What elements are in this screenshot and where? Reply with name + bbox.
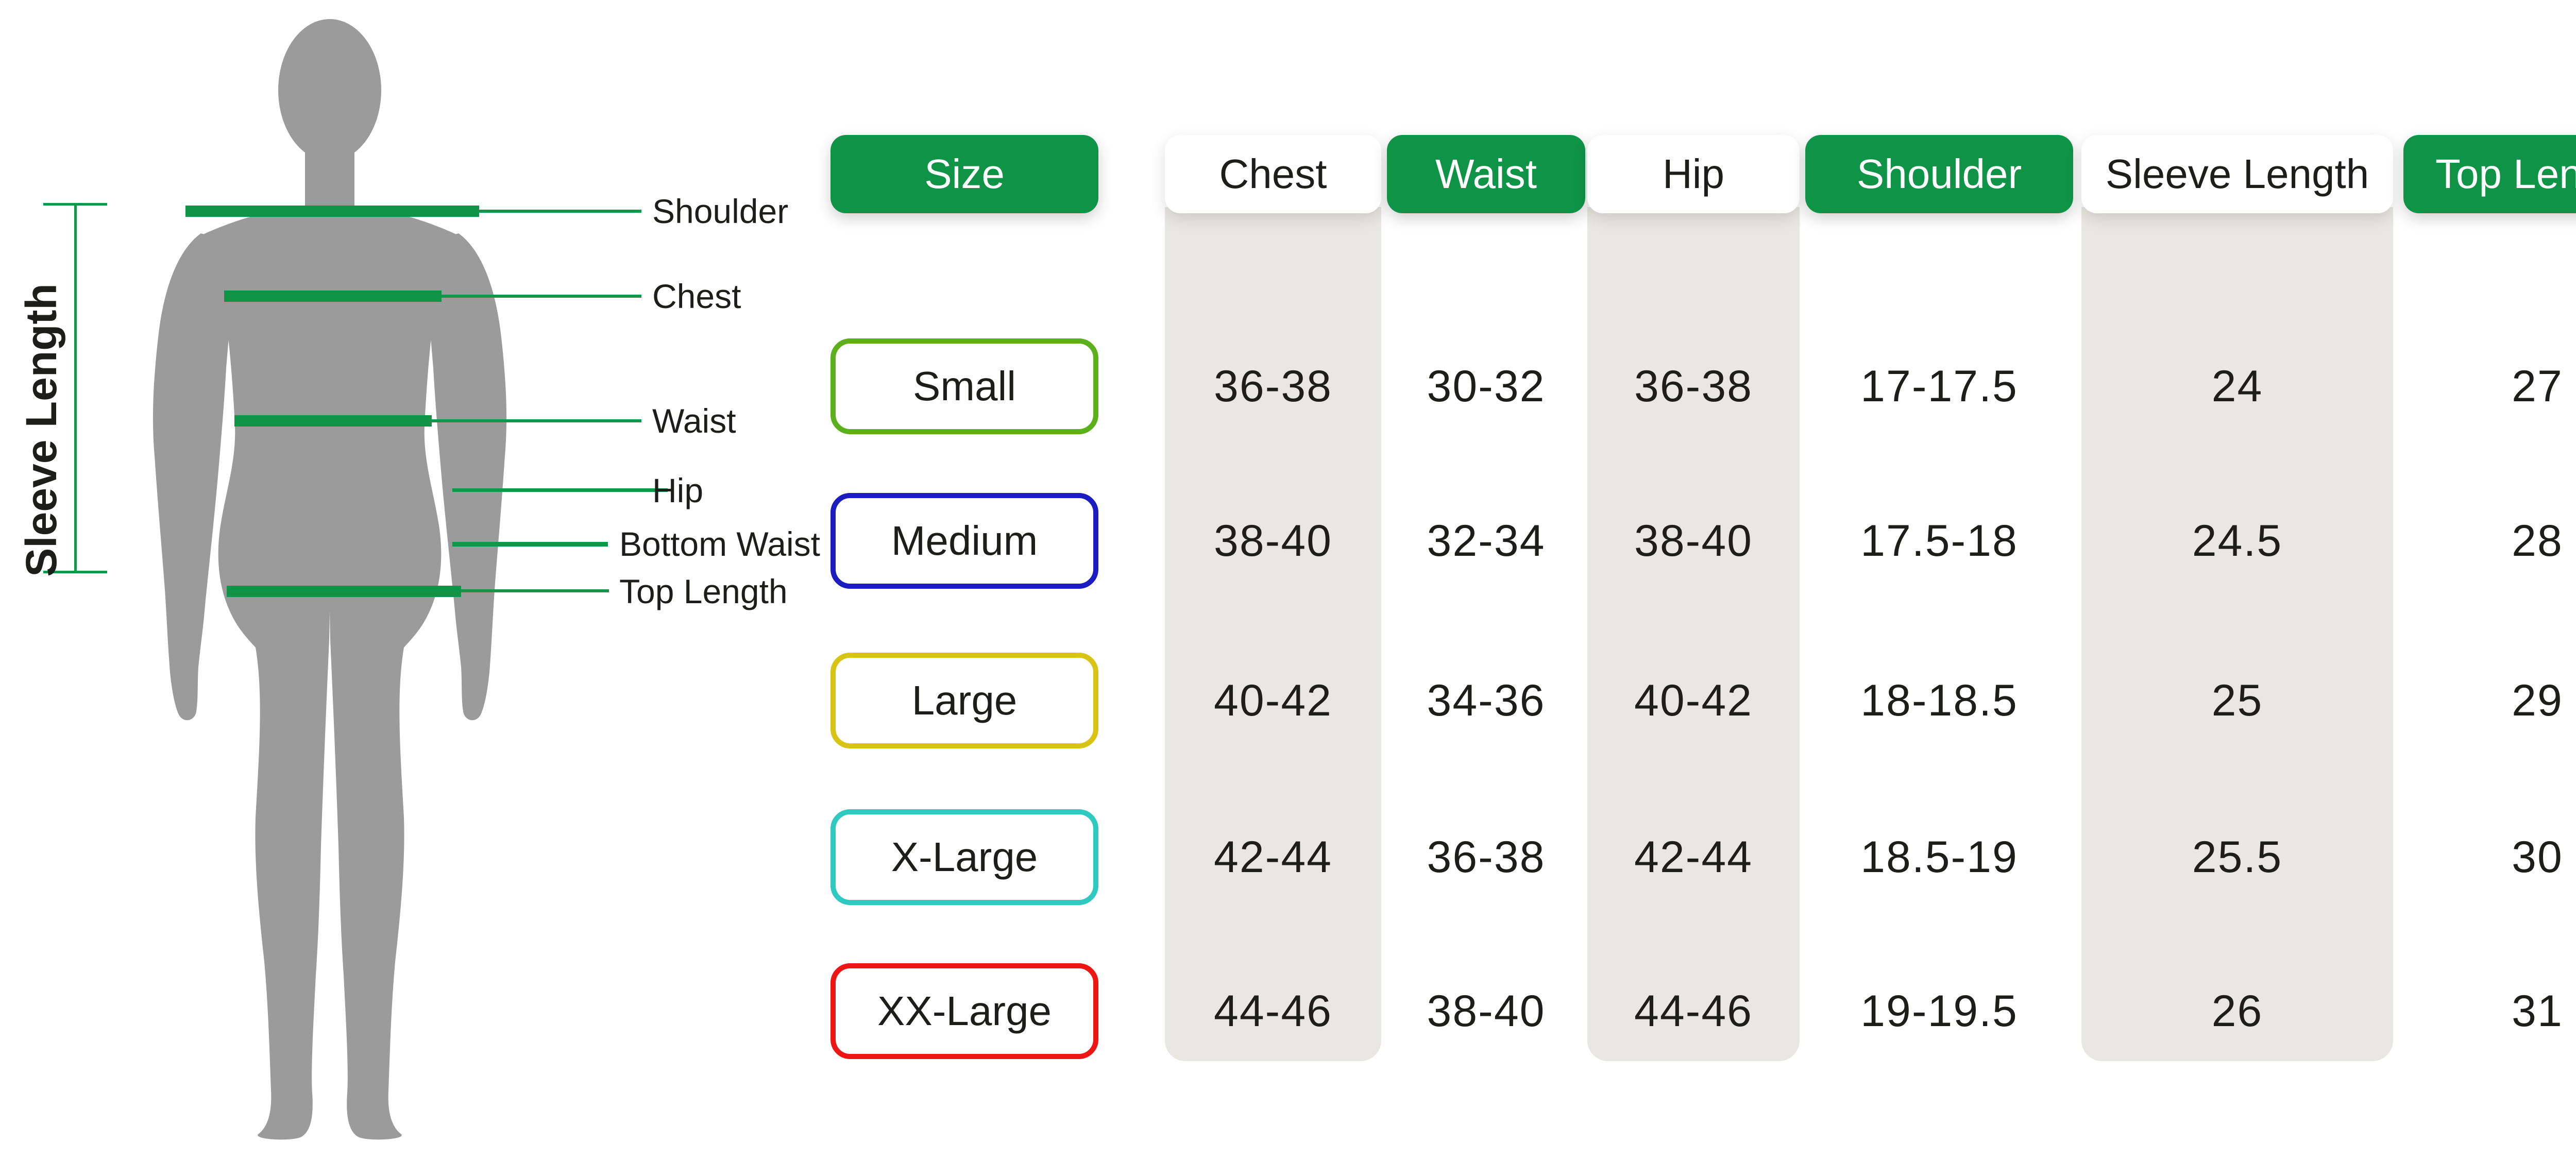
- cell-top-length-small: 27: [2512, 361, 2563, 411]
- chest-pointer-line: [442, 295, 641, 298]
- cell-hip-xx-large: 44-46: [1634, 986, 1753, 1036]
- sleeve-length-top-tick: [43, 203, 107, 206]
- chest-measure-band: [224, 291, 442, 302]
- cell-sleeve-xx-large: 26: [2211, 986, 2263, 1036]
- shoulder-pointer-line: [479, 210, 641, 213]
- cell-waist-large: 34-36: [1427, 675, 1546, 725]
- waist-pointer-line: [432, 419, 641, 422]
- sleeve-length-column-background: [2081, 207, 2393, 1061]
- header-waist: Waist: [1387, 135, 1585, 213]
- sleeve-length-label: Sleeve Length: [16, 283, 65, 577]
- size-button-xx-large[interactable]: XX-Large: [831, 963, 1098, 1059]
- cell-waist-small: 30-32: [1427, 361, 1546, 411]
- cell-top-length-medium: 28: [2512, 516, 2563, 566]
- header-hip: Hip: [1587, 135, 1800, 213]
- sleeve-length-bottom-tick: [43, 571, 107, 573]
- header-top-length: Top Length: [2403, 135, 2576, 213]
- sleeve-length-vertical-line: [74, 204, 77, 572]
- top-length-pointer-line: [461, 589, 609, 592]
- header-sleeve-length: Sleeve Length: [2081, 135, 2393, 213]
- cell-shoulder-large: 18-18.5: [1860, 675, 2018, 725]
- size-button-medium[interactable]: Medium: [831, 493, 1098, 589]
- shoulder-measure-band: [185, 206, 479, 217]
- top-length-measure-band: [227, 586, 461, 597]
- shoulder-label: Shoulder: [652, 192, 789, 230]
- header-size: Size: [831, 135, 1098, 213]
- cell-hip-x-large: 42-44: [1634, 832, 1753, 882]
- human-body-silhouette-icon: [152, 19, 507, 1140]
- header-chest: Chest: [1165, 135, 1381, 213]
- cell-shoulder-small: 17-17.5: [1860, 361, 2018, 411]
- cell-sleeve-small: 24: [2211, 361, 2263, 411]
- cell-shoulder-medium: 17.5-18: [1860, 516, 2018, 566]
- top-length-label: Top Length: [619, 572, 788, 610]
- cell-sleeve-medium: 24.5: [2192, 516, 2283, 566]
- hip-column-background: [1587, 207, 1800, 1061]
- cell-waist-medium: 32-34: [1427, 516, 1546, 566]
- cell-hip-small: 36-38: [1634, 361, 1753, 411]
- cell-chest-xx-large: 44-46: [1214, 986, 1332, 1036]
- hip-pointer-line: [452, 488, 668, 492]
- cell-top-length-large: 29: [2512, 675, 2563, 725]
- cell-waist-x-large: 36-38: [1427, 832, 1546, 882]
- cell-chest-small: 36-38: [1214, 361, 1332, 411]
- cell-sleeve-large: 25: [2211, 675, 2263, 725]
- cell-shoulder-xx-large: 19-19.5: [1860, 986, 2018, 1036]
- size-button-large[interactable]: Large: [831, 653, 1098, 748]
- cell-sleeve-x-large: 25.5: [2192, 832, 2283, 882]
- cell-chest-large: 40-42: [1214, 675, 1332, 725]
- cell-chest-medium: 38-40: [1214, 516, 1332, 566]
- size-button-x-large[interactable]: X-Large: [831, 809, 1098, 905]
- body-measurement-diagram: Sleeve Length Shoulder Chest Waist Hip B…: [0, 0, 832, 1159]
- cell-waist-xx-large: 38-40: [1427, 986, 1546, 1036]
- bottom-waist-label: Bottom Waist: [619, 525, 820, 563]
- hip-label: Hip: [652, 471, 704, 509]
- cell-top-length-xx-large: 31: [2512, 986, 2563, 1036]
- cell-chest-x-large: 42-44: [1214, 832, 1332, 882]
- cell-hip-large: 40-42: [1634, 675, 1753, 725]
- cell-hip-medium: 38-40: [1634, 516, 1753, 566]
- size-button-small[interactable]: Small: [831, 338, 1098, 434]
- bottom-waist-pointer-line: [452, 542, 608, 547]
- waist-label: Waist: [652, 402, 736, 440]
- waist-measure-band: [234, 415, 432, 427]
- chest-column-background: [1165, 207, 1381, 1061]
- cell-top-length-x-large: 30: [2512, 832, 2563, 882]
- header-shoulder: Shoulder: [1805, 135, 2073, 213]
- cell-shoulder-x-large: 18.5-19: [1860, 832, 2018, 882]
- chest-label: Chest: [652, 277, 741, 315]
